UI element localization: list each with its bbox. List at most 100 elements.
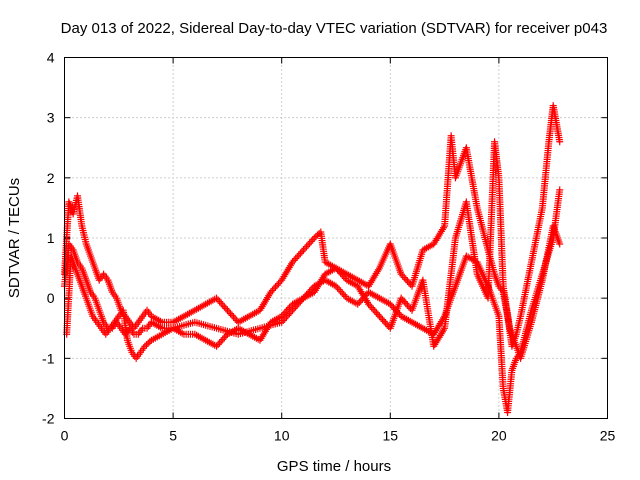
data-point	[403, 301, 411, 309]
x-tick-label: 5	[169, 428, 177, 444]
data-point	[289, 306, 297, 314]
data-point	[314, 231, 322, 239]
data-point	[340, 291, 348, 299]
data-point	[332, 264, 340, 272]
data-point	[217, 299, 225, 307]
data-point	[309, 236, 317, 244]
x-tick-label: 15	[383, 428, 399, 444]
data-point	[355, 298, 363, 306]
data-point	[284, 311, 292, 319]
series-track-c	[63, 138, 564, 362]
data-point	[298, 248, 306, 256]
y-tick-label: 1	[47, 230, 55, 246]
data-point	[337, 287, 345, 295]
data-point	[290, 256, 298, 264]
data-point	[556, 186, 564, 194]
data-point	[146, 338, 154, 346]
data-point	[303, 243, 311, 251]
data-point	[216, 339, 224, 347]
data-point	[397, 270, 405, 278]
data-point	[144, 339, 152, 347]
data-layer	[61, 102, 564, 416]
data-point	[372, 309, 380, 317]
x-tick-label: 25	[600, 428, 616, 444]
data-point	[403, 277, 411, 285]
data-point	[213, 294, 221, 302]
data-point	[365, 300, 373, 308]
data-point	[368, 304, 376, 312]
data-point	[293, 253, 301, 261]
data-point	[366, 302, 374, 310]
data-point	[267, 288, 275, 296]
data-point	[310, 234, 318, 242]
data-point	[335, 286, 343, 294]
x-tick-label: 10	[274, 428, 290, 444]
chart-title: Day 013 of 2022, Sidereal Day-to-day VTE…	[61, 20, 608, 37]
x-axis-label: GPS time / hours	[277, 458, 391, 475]
data-point	[399, 296, 407, 304]
data-point	[371, 307, 379, 315]
data-point	[375, 312, 383, 320]
data-point	[287, 308, 295, 316]
tick-layer: 0 5 10 15 20 25 -2 -1 0 1 2 3 4	[42, 50, 615, 444]
data-point	[231, 315, 239, 323]
data-point	[556, 138, 564, 146]
data-point	[279, 317, 287, 325]
data-point	[290, 304, 298, 312]
data-point	[377, 314, 385, 322]
data-point	[369, 305, 377, 313]
data-point	[556, 240, 564, 248]
y-tick-label: 3	[47, 110, 55, 126]
data-point	[275, 280, 283, 288]
data-point	[281, 315, 289, 323]
data-point	[402, 275, 410, 283]
data-point	[220, 334, 228, 342]
data-point	[334, 284, 342, 292]
data-point	[306, 239, 314, 247]
data-point	[354, 300, 362, 308]
y-tick-label: -2	[42, 411, 55, 427]
data-point	[338, 289, 346, 297]
data-point	[285, 310, 293, 318]
data-point	[273, 281, 281, 289]
data-point	[219, 335, 227, 343]
data-point	[219, 301, 227, 309]
data-point	[335, 268, 343, 276]
data-point	[223, 306, 231, 314]
data-point	[307, 237, 315, 245]
data-point	[216, 298, 224, 306]
x-tick-label: 20	[491, 428, 507, 444]
data-point	[296, 298, 304, 306]
data-point	[332, 282, 340, 290]
data-point	[217, 337, 225, 345]
data-point	[228, 311, 236, 319]
y-tick-label: 4	[47, 50, 55, 66]
data-point	[213, 342, 221, 350]
data-point	[276, 278, 284, 286]
data-point	[382, 319, 390, 327]
data-point	[296, 249, 304, 257]
plot-frame	[64, 57, 608, 419]
data-point	[299, 246, 307, 254]
data-point	[292, 303, 300, 311]
data-point	[400, 298, 408, 306]
data-point	[386, 300, 394, 308]
data-point	[400, 274, 408, 282]
data-point	[338, 271, 346, 279]
data-point	[214, 296, 222, 304]
data-point	[270, 285, 278, 293]
data-point	[278, 318, 286, 326]
data-point	[271, 283, 279, 291]
data-point	[282, 313, 290, 321]
data-point	[289, 258, 297, 266]
y-tick-label: 0	[47, 290, 55, 306]
data-point	[214, 341, 222, 349]
data-point	[230, 313, 238, 321]
data-point	[397, 294, 405, 302]
data-point	[142, 341, 150, 349]
data-point	[334, 266, 342, 274]
data-point	[268, 286, 276, 294]
data-point	[380, 317, 388, 325]
x-tick-label: 0	[61, 428, 69, 444]
